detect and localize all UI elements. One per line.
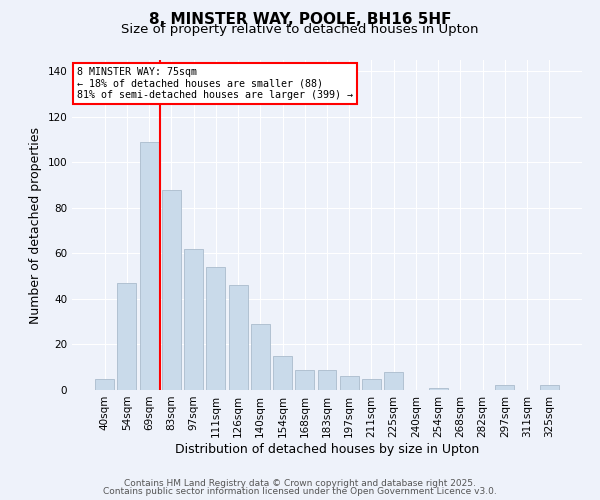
- X-axis label: Distribution of detached houses by size in Upton: Distribution of detached houses by size …: [175, 442, 479, 456]
- Bar: [184, 249, 203, 390]
- Bar: [295, 370, 314, 390]
- Bar: [251, 324, 270, 390]
- Bar: [340, 376, 359, 390]
- Bar: [206, 267, 225, 390]
- Text: 8, MINSTER WAY, POOLE, BH16 5HF: 8, MINSTER WAY, POOLE, BH16 5HF: [149, 12, 451, 28]
- Bar: [384, 372, 403, 390]
- Bar: [229, 286, 248, 390]
- Bar: [429, 388, 448, 390]
- Bar: [317, 370, 337, 390]
- Bar: [273, 356, 292, 390]
- Bar: [362, 378, 381, 390]
- Text: 8 MINSTER WAY: 75sqm
← 18% of detached houses are smaller (88)
81% of semi-detac: 8 MINSTER WAY: 75sqm ← 18% of detached h…: [77, 66, 353, 100]
- Bar: [95, 378, 114, 390]
- Text: Contains public sector information licensed under the Open Government Licence v3: Contains public sector information licen…: [103, 487, 497, 496]
- Bar: [496, 386, 514, 390]
- Bar: [540, 386, 559, 390]
- Bar: [162, 190, 181, 390]
- Bar: [140, 142, 158, 390]
- Text: Contains HM Land Registry data © Crown copyright and database right 2025.: Contains HM Land Registry data © Crown c…: [124, 478, 476, 488]
- Bar: [118, 283, 136, 390]
- Text: Size of property relative to detached houses in Upton: Size of property relative to detached ho…: [121, 22, 479, 36]
- Y-axis label: Number of detached properties: Number of detached properties: [29, 126, 42, 324]
